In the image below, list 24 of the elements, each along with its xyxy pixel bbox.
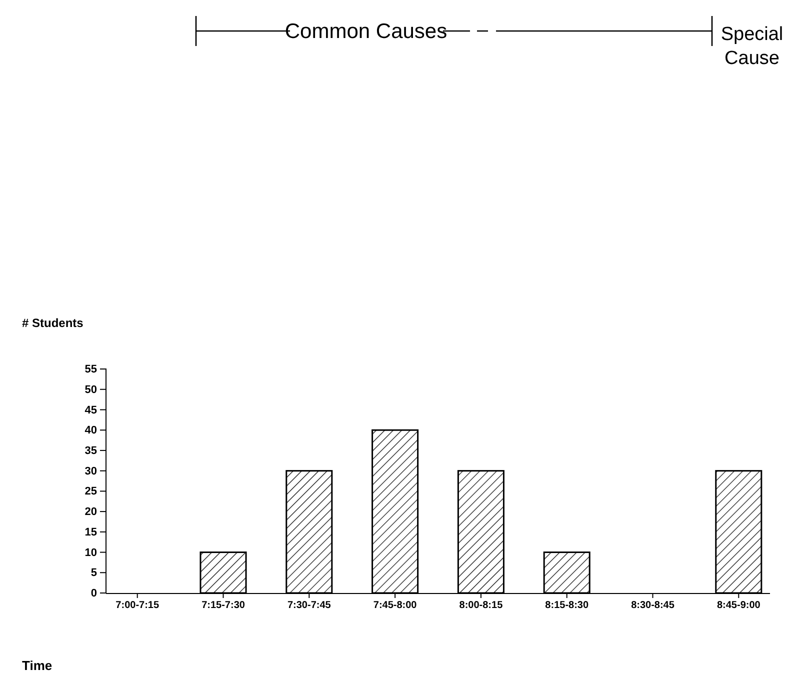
y-tick-label: 40 (84, 424, 97, 437)
x-tick-label: 7:15-7:30 (202, 600, 246, 612)
y-tick-label: 10 (84, 546, 97, 559)
x-tick-label: 8:45-9:00 (716, 600, 761, 612)
x-tick-label: 7:00-7:15 (116, 600, 160, 612)
x-tick-label: 8:30-8:45 (631, 600, 675, 612)
x-tick-label: 8:15-8:30 (545, 600, 589, 612)
y-tick-label: 0 (90, 588, 97, 600)
y-tick-label: 45 (84, 404, 97, 416)
x-tick-label: 8:00-8:15 (459, 600, 504, 612)
y-tick-label: 30 (84, 465, 97, 478)
y-tick-label: 25 (84, 486, 97, 498)
x-tick-label: 7:30-7:45 (287, 600, 332, 612)
text: Common Causes (284, 20, 448, 43)
x-axis-title: Time (22, 658, 52, 673)
text: Special Cause (720, 24, 784, 69)
x-tick-label: 7:45-8:00 (373, 600, 418, 612)
y-tick-label: 55 (84, 364, 97, 376)
y-tick-label: 20 (84, 506, 97, 518)
y-axis-title: # Students (22, 316, 84, 330)
y-tick-label: 35 (84, 444, 97, 457)
y-tick-label: 5 (90, 567, 97, 580)
y-tick-label: 50 (84, 384, 97, 396)
y-tick-label: 15 (84, 526, 97, 538)
